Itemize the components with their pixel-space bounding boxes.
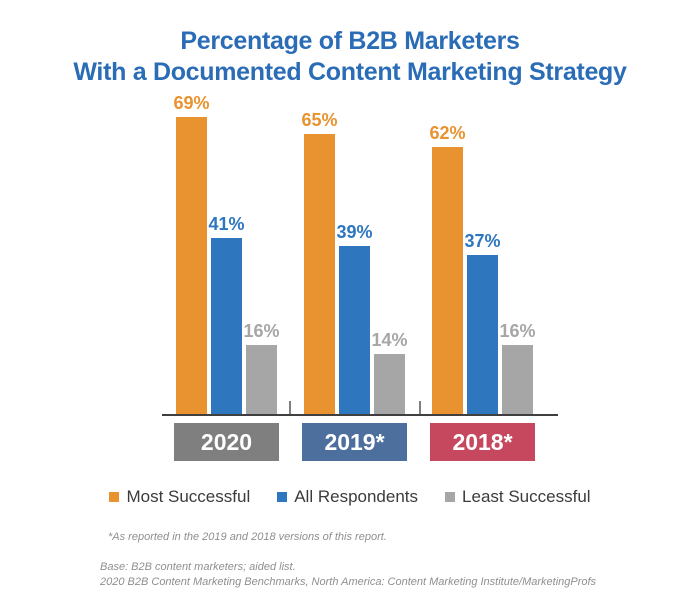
bar-value-label: 65% — [301, 110, 338, 130]
bar-most-successful — [432, 147, 463, 414]
bar-column-least-successful: 14% — [371, 330, 408, 414]
bar-value-label: 16% — [499, 321, 536, 341]
chart-title-line2: With a Documented Content Marketing Stra… — [73, 58, 627, 86]
legend-item-all-respondents: All Respondents — [277, 487, 418, 507]
bar-value-label: 62% — [429, 123, 466, 143]
legend-item-most-successful: Most Successful — [109, 487, 250, 507]
bar-value-label: 37% — [464, 231, 501, 251]
bar-column-most-successful: 65% — [301, 110, 338, 414]
chart-title: Percentage of B2B Marketers With a Docum… — [0, 26, 700, 88]
footnote-base: Base: B2B content marketers; aided list.… — [100, 560, 596, 590]
category-label-2020: 2020 — [174, 423, 279, 461]
footnote-base-line2: 2020 B2B Content Marketing Benchmarks, N… — [100, 576, 597, 588]
bar-value-label: 69% — [173, 93, 210, 113]
category-label-2018: 2018* — [430, 423, 535, 461]
bar-value-label: 16% — [243, 321, 280, 341]
bar-value-label: 41% — [208, 214, 245, 234]
bar-value-label: 39% — [336, 222, 373, 242]
bar-column-most-successful: 69% — [173, 93, 210, 414]
legend: Most Successful All Respondents Least Succ… — [0, 487, 700, 507]
axis-tick-left — [289, 401, 291, 414]
legend-label: Least Successful — [462, 487, 591, 506]
category-label-2019: 2019* — [302, 423, 407, 461]
bar-group-2020: 69% 41% 16% — [173, 92, 280, 414]
footnote-base-line1: Base: B2B content marketers; aided list. — [100, 561, 296, 573]
legend-swatch-icon — [277, 492, 288, 502]
bar-value-label: 14% — [371, 330, 408, 350]
legend-item-least-successful: Least Successful — [445, 487, 591, 507]
bar-column-all-respondents: 39% — [336, 222, 373, 414]
legend-swatch-icon — [109, 492, 120, 502]
bar-most-successful — [304, 134, 335, 414]
bar-least-successful — [246, 345, 277, 414]
legend-swatch-icon — [445, 492, 456, 502]
bar-least-successful — [374, 354, 405, 414]
bar-column-most-successful: 62% — [429, 123, 466, 414]
bar-column-least-successful: 16% — [243, 321, 280, 414]
x-axis-line — [162, 414, 558, 416]
chart-title-line1: Percentage of B2B Marketers — [180, 27, 520, 55]
bar-column-all-respondents: 41% — [208, 214, 245, 414]
bar-all-respondents — [467, 255, 498, 414]
legend-label: All Respondents — [294, 487, 419, 506]
bar-least-successful — [502, 345, 533, 414]
legend-label: Most Successful — [126, 487, 251, 506]
axis-tick-right — [419, 401, 421, 414]
bar-all-respondents — [339, 246, 370, 414]
bar-most-successful — [176, 117, 207, 414]
footnote-asterisk: *As reported in the 2019 and 2018 versio… — [108, 531, 387, 543]
bar-group-2019: 65% 39% 14% — [301, 92, 408, 414]
bar-group-2018: 62% 37% 16% — [429, 92, 536, 414]
bar-column-least-successful: 16% — [499, 321, 536, 414]
bar-column-all-respondents: 37% — [464, 231, 501, 414]
bar-all-respondents — [211, 238, 242, 414]
